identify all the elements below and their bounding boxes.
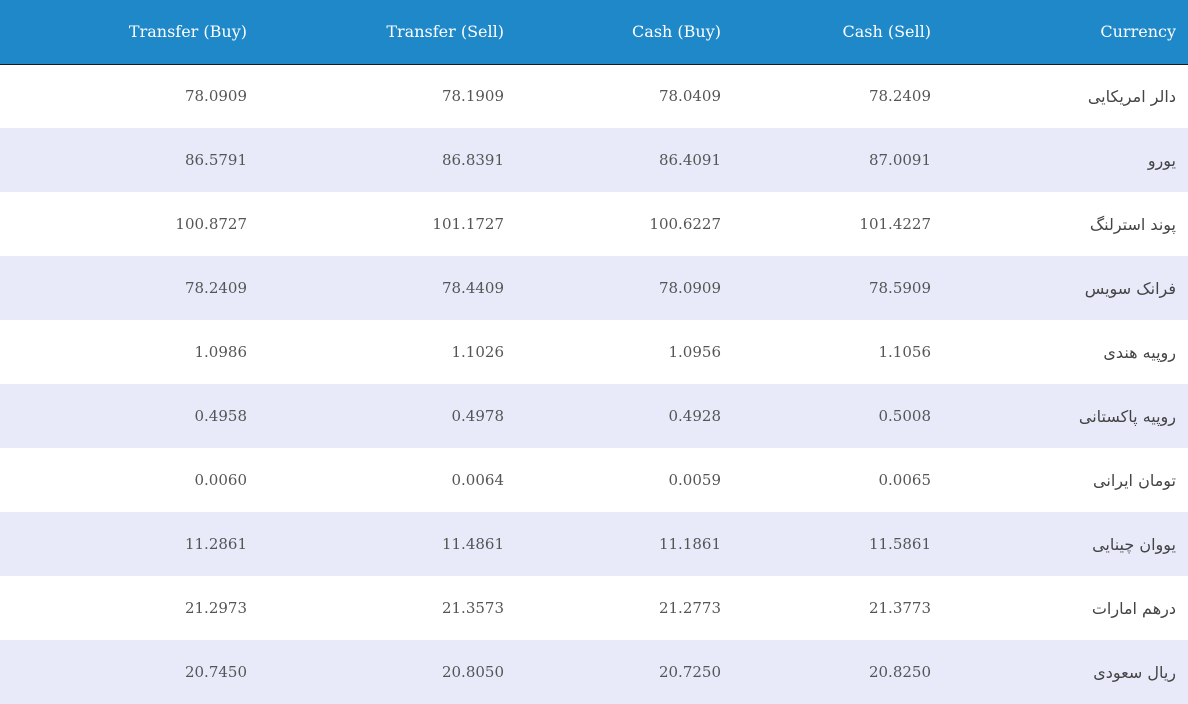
table-row: 100.8727 101.1727 100.6227 101.4227 پوند… [0, 192, 1188, 256]
table-body: 78.0909 78.1909 78.0409 78.2409 دالر امر… [0, 64, 1188, 704]
cash-buy-cell: 21.2773 [658, 599, 721, 617]
table-row: 1.0986 1.1026 1.0956 1.1056 روپیه هندی [0, 320, 1188, 384]
cash-sell-cell: 0.0065 [878, 471, 932, 489]
cash-sell-cell: 11.5861 [868, 535, 931, 553]
currency-name-cell: یووان چینایی [1092, 534, 1176, 554]
transfer-sell-cell: 0.4978 [451, 407, 505, 425]
cash-buy-cell: 20.7250 [658, 663, 721, 681]
transfer-sell-cell: 0.0064 [451, 471, 505, 489]
cash-buy-cell: 86.4091 [658, 151, 721, 169]
table-row: 78.2409 78.4409 78.0909 78.5909 فرانک سو… [0, 256, 1188, 320]
table-row: 78.0909 78.1909 78.0409 78.2409 دالر امر… [0, 64, 1188, 128]
currency-name-cell: درهم امارات [1091, 598, 1176, 618]
currency-name-cell: روپیه پاکستانی [1078, 406, 1176, 426]
currency-name-cell: یورو [1147, 150, 1176, 170]
table-row: 0.0060 0.0064 0.0059 0.0065 تومان ایرانی [0, 448, 1188, 512]
table-row: 11.2861 11.4861 11.1861 11.5861 یووان چی… [0, 512, 1188, 576]
cash-sell-cell: 78.5909 [868, 279, 931, 297]
transfer-buy-cell: 1.0986 [194, 343, 248, 361]
cash-sell-cell: 87.0091 [868, 151, 931, 169]
currency-name-cell: روپیه هندی [1103, 342, 1176, 362]
header-transfer-sell: Transfer (Sell) [247, 0, 504, 65]
header-row: Transfer (Buy) Transfer (Sell) Cash (Buy… [0, 0, 1188, 65]
cash-buy-cell: 78.0909 [658, 279, 721, 297]
table-row: 20.7450 20.8050 20.7250 20.8250 ریال سعو… [0, 640, 1188, 704]
transfer-buy-cell: 0.4958 [194, 407, 248, 425]
transfer-sell-cell: 21.3573 [441, 599, 504, 617]
header-transfer-buy: Transfer (Buy) [0, 0, 247, 65]
transfer-buy-cell: 11.2861 [184, 535, 247, 553]
currency-name-cell: دالر امریکایی [1087, 86, 1176, 106]
transfer-sell-cell: 86.8391 [441, 151, 504, 169]
transfer-sell-cell: 101.1727 [432, 215, 504, 233]
cash-buy-cell: 78.0409 [658, 87, 721, 106]
transfer-sell-cell: 11.4861 [441, 535, 504, 553]
transfer-buy-cell: 78.2409 [184, 279, 247, 297]
cash-buy-cell: 100.6227 [649, 215, 721, 233]
transfer-buy-cell: 86.5791 [184, 151, 247, 169]
transfer-buy-cell: 20.7450 [184, 663, 247, 681]
cash-buy-cell: 1.0956 [668, 343, 722, 361]
transfer-buy-cell: 78.0909 [184, 87, 247, 106]
cash-sell-cell: 101.4227 [859, 215, 931, 233]
transfer-buy-cell: 0.0060 [194, 471, 248, 489]
header-currency: Currency [931, 0, 1188, 65]
cash-buy-cell: 0.0059 [668, 471, 722, 489]
cash-sell-cell: 1.1056 [878, 343, 932, 361]
cash-sell-cell: 21.3773 [868, 599, 931, 617]
currency-name-cell: ریال سعودی [1093, 662, 1176, 682]
table-row: 0.4958 0.4978 0.4928 0.5008 روپیه پاکستا… [0, 384, 1188, 448]
transfer-sell-cell: 20.8050 [441, 663, 504, 681]
transfer-sell-cell: 78.4409 [441, 279, 504, 297]
transfer-buy-cell: 21.2973 [184, 599, 247, 617]
transfer-sell-cell: 78.1909 [441, 87, 504, 106]
table-header: Transfer (Buy) Transfer (Sell) Cash (Buy… [0, 0, 1188, 65]
transfer-sell-cell: 1.1026 [451, 343, 505, 361]
currency-name-cell: فرانک سویس [1084, 278, 1176, 298]
transfer-buy-cell: 100.8727 [175, 215, 247, 233]
table-row: 21.2973 21.3573 21.2773 21.3773 درهم اما… [0, 576, 1188, 640]
header-cash-sell: Cash (Sell) [721, 0, 931, 65]
currency-name-cell: پوند استرلنگ [1089, 214, 1176, 234]
cash-buy-cell: 11.1861 [658, 535, 721, 553]
header-cash-buy: Cash (Buy) [504, 0, 721, 65]
cash-sell-cell: 0.5008 [878, 407, 932, 425]
cash-sell-cell: 20.8250 [868, 663, 931, 681]
cash-sell-cell: 78.2409 [868, 87, 931, 106]
table-row: 86.5791 86.8391 86.4091 87.0091 یورو [0, 128, 1188, 192]
cash-buy-cell: 0.4928 [668, 407, 722, 425]
currency-name-cell: تومان ایرانی [1093, 470, 1176, 490]
